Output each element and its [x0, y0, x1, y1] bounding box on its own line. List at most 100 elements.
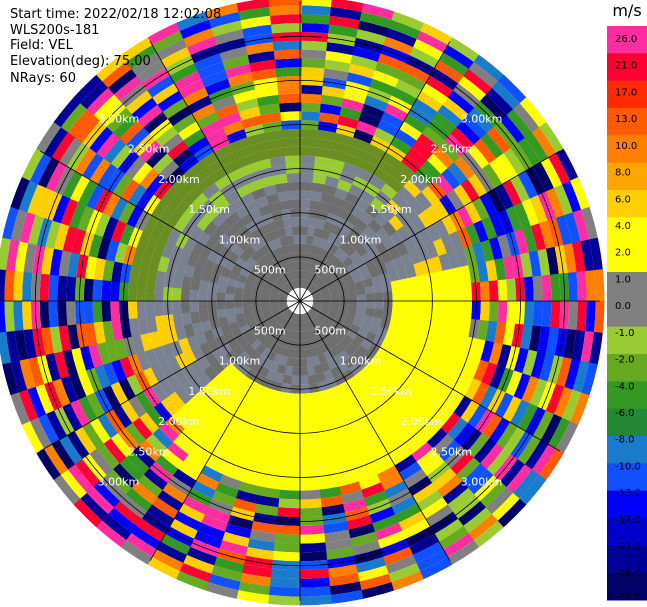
ppi-cell: [201, 401, 220, 419]
ppi-cell: [103, 137, 128, 164]
ppi-cell: [322, 274, 333, 284]
ppi-cell: [358, 112, 383, 129]
ppi-cell: [418, 556, 453, 580]
ppi-cell: [131, 96, 159, 121]
azimuth-spoke: [299, 150, 561, 302]
ppi-cell: [370, 514, 399, 533]
ppi-cell: [281, 274, 290, 284]
ppi-cell: [350, 137, 372, 153]
ppi-cell: [225, 307, 236, 317]
ppi-cell: [309, 200, 322, 211]
ppi-cell: [360, 482, 385, 499]
ppi-cell: [488, 342, 503, 367]
ppi-cell: [276, 227, 287, 239]
ppi-cell: [283, 284, 292, 293]
ppi-cell: [287, 321, 294, 331]
ppi-cell: [309, 263, 317, 273]
ppi-cell: [223, 522, 252, 539]
ppi-cell: [314, 246, 324, 257]
ppi-cell: [297, 594, 332, 606]
ppi-cell: [279, 306, 289, 313]
ppi-cell: [300, 0, 334, 8]
ppi-cell: [247, 179, 264, 193]
ppi-cell: [85, 391, 106, 418]
ppi-cell: [282, 137, 302, 148]
ppi-cell: [154, 284, 165, 301]
ppi-cell: [73, 425, 97, 454]
ppi-cell: [299, 366, 308, 376]
ppi-cell: [265, 192, 280, 205]
ppi-cell: [513, 202, 532, 231]
ppi-cell: [374, 292, 384, 302]
ppi-cell: [262, 310, 272, 318]
ppi-cell: [463, 378, 482, 402]
ppi-cell: [392, 301, 402, 313]
ppi-cell: [323, 414, 340, 427]
ppi-cell: [210, 489, 236, 507]
ppi-cell: [455, 457, 481, 483]
ppi-cell: [316, 280, 326, 289]
ppi-cell: [402, 349, 417, 366]
colorbar-tick-label: 10.0: [615, 141, 637, 152]
ppi-cell: [260, 175, 277, 188]
ppi-cell: [183, 263, 196, 279]
ppi-cell: [333, 132, 355, 147]
ppi-cell: [234, 589, 270, 604]
ppi-cell: [464, 201, 482, 226]
ppi-cell: [494, 184, 515, 211]
ppi-cell: [273, 372, 285, 383]
ppi-cell: [485, 87, 515, 117]
ppi-cell: [270, 288, 280, 295]
ppi-cell: [67, 250, 81, 278]
colorbar-tick-label: 2.0: [615, 248, 631, 259]
ppi-cell: [298, 454, 318, 465]
ppi-cell: [315, 219, 327, 230]
ppi-cell: [344, 192, 361, 206]
ppi-cell: [171, 467, 197, 489]
ppi-cell: [563, 243, 577, 275]
ppi-cell: [225, 300, 235, 309]
ppi-cell: [180, 300, 191, 314]
ppi-cell: [255, 247, 267, 259]
ppi-cell: [60, 197, 80, 227]
ppi-cell: [10, 358, 28, 393]
ppi-cell: [128, 264, 141, 284]
ppi-cell: [93, 93, 122, 121]
ppi-cell: [433, 270, 445, 288]
ppi-cell: [69, 200, 88, 229]
ppi-cell: [315, 325, 324, 336]
ppi-cell: [562, 329, 577, 361]
ppi-cell: [462, 114, 489, 140]
ppi-cell: [198, 289, 208, 301]
ppi-cell: [273, 323, 282, 334]
ppi-cell: [240, 191, 256, 206]
ppi-cell: [282, 217, 293, 228]
ppi-cell: [70, 346, 87, 374]
ppi-cell: [505, 205, 523, 233]
ppi-cell: [114, 241, 129, 264]
ppi-cell: [297, 314, 300, 324]
ppi-cell: [564, 212, 581, 246]
ppi-cell: [293, 279, 298, 289]
ppi-cell: [195, 370, 212, 387]
ppi-cell: [267, 388, 281, 401]
ppi-cell: [83, 299, 94, 324]
ppi-cell: [453, 283, 464, 303]
ppi-cell: [502, 179, 523, 208]
ppi-cell: [512, 373, 531, 402]
ppi-cell: [447, 90, 476, 116]
ppi-cell: [380, 183, 399, 201]
ppi-cell: [320, 321, 330, 331]
ppi-cell: [279, 275, 288, 285]
ppi-cell: [367, 411, 386, 428]
ppi-cell: [282, 128, 302, 139]
ppi-cell: [243, 356, 256, 369]
ppi-cell: [300, 234, 308, 245]
ppi-cell: [265, 277, 276, 286]
ppi-cell: [126, 126, 151, 151]
ppi-cell: [308, 272, 316, 282]
ppi-cell: [537, 248, 551, 278]
ppi-cell: [278, 302, 288, 306]
ppi-cell: [228, 449, 250, 465]
ppi-cell: [331, 196, 346, 209]
